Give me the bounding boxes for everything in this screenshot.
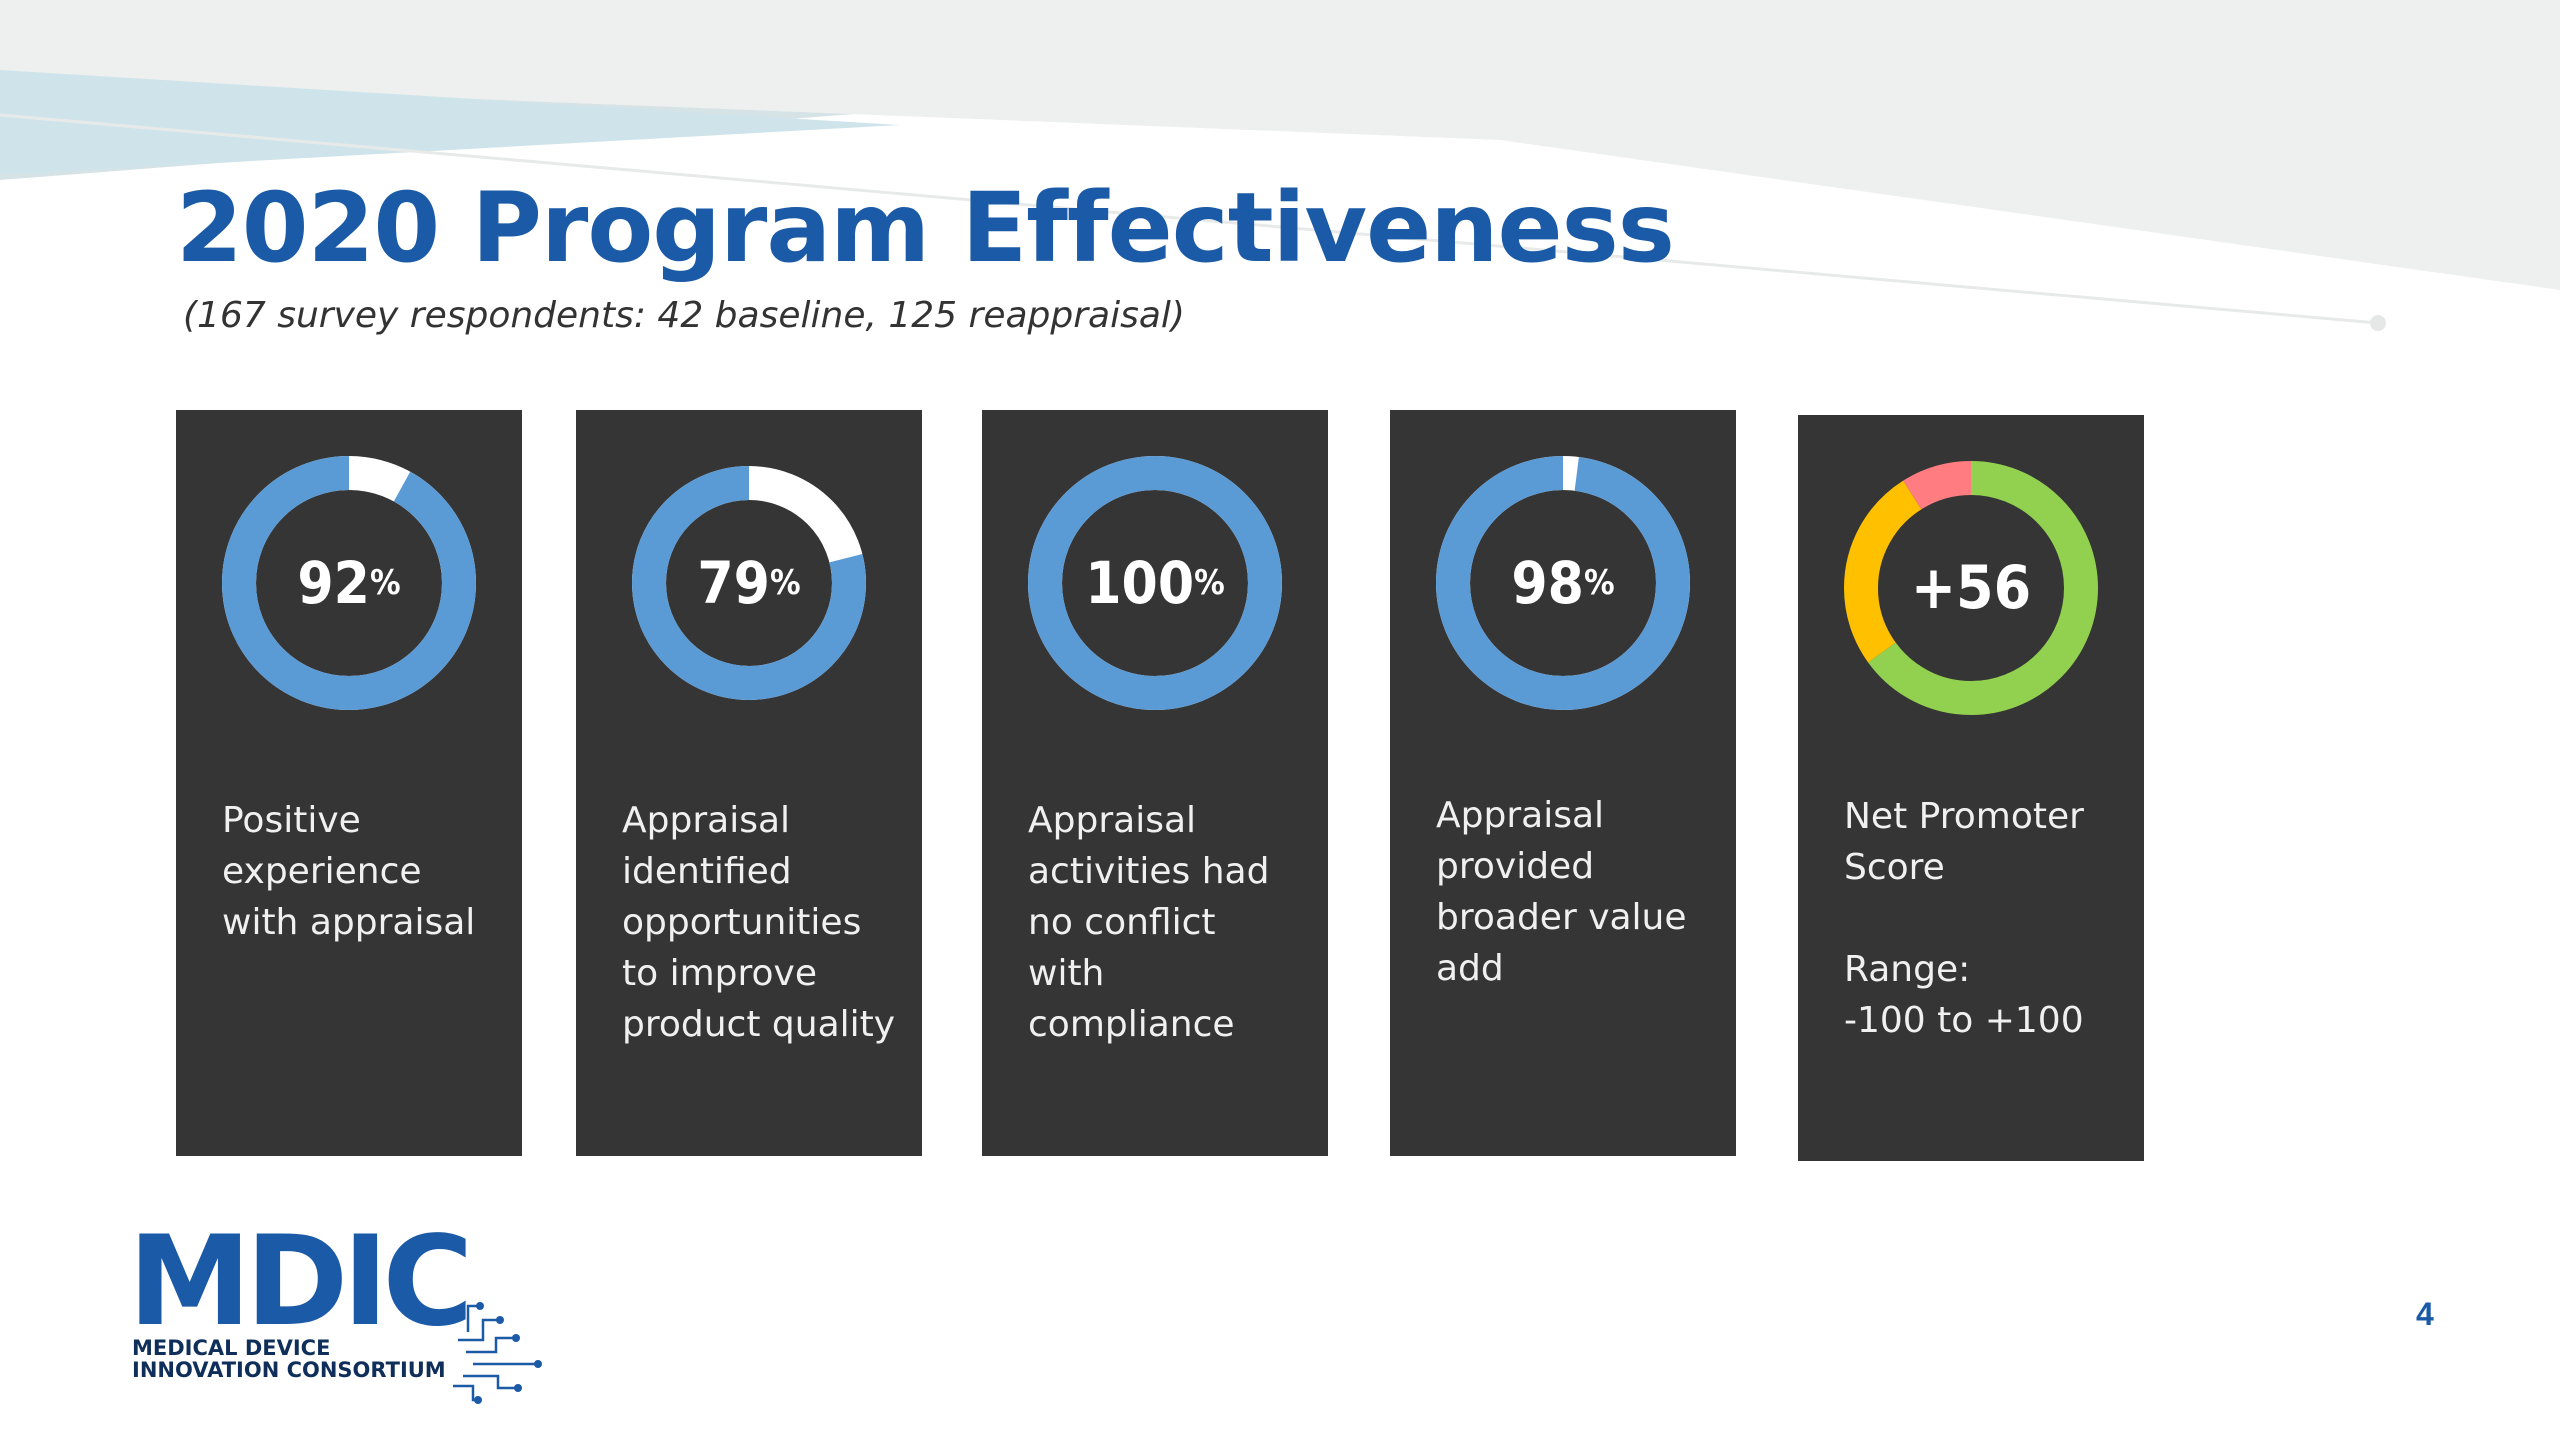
caption-spacer [1844, 893, 2134, 944]
nps-value-text: +56 [1911, 553, 2031, 623]
caption-line: add [1436, 948, 1504, 989]
donut-chart: 98% [1436, 456, 1690, 710]
caption-line: broader value [1436, 897, 1687, 938]
caption-line: experience [222, 851, 422, 892]
page-title: 2020 Program Effectiveness [176, 172, 1675, 284]
caption-line: Positive [222, 800, 361, 841]
donut-fill [1436, 456, 1690, 710]
logo-tagline-line2: INNOVATION CONSORTIUM [132, 1358, 446, 1382]
metric-card-caption: Appraisal provided broader value add [1436, 790, 1726, 994]
logo-tagline-line1: MEDICAL DEVICE [132, 1336, 331, 1360]
caption-line: opportunities [622, 902, 862, 943]
donut-chart: 79% [632, 466, 866, 700]
mdic-logo: MDIC MEDICAL DEVICE INNOVATION CONSORTIU… [128, 1220, 558, 1410]
caption-line: Net Promoter [1844, 796, 2084, 837]
donut-value-text: 92% [297, 549, 400, 617]
metric-card-caption: Net Promoter Score Range: -100 to +100 [1844, 791, 2134, 1046]
caption-line: -100 to +100 [1844, 1000, 2084, 1041]
metric-card-no-conflict: 100% Appraisal activities had no conflic… [982, 410, 1328, 1156]
caption-line: with appraisal [222, 902, 476, 943]
donut-fill [222, 456, 476, 710]
donut-fill [632, 466, 866, 700]
metric-card-improvement-opportunities: 79% Appraisal identified opportunities t… [576, 410, 922, 1156]
caption-line: Score [1844, 847, 1945, 888]
page-number: 4 [2416, 1296, 2434, 1332]
header-decoration [0, 0, 2560, 331]
metric-card-broader-value: 98% Appraisal provided broader value add [1390, 410, 1736, 1156]
donut-chart: 92% [222, 456, 476, 710]
caption-line: Appraisal [1436, 795, 1605, 836]
caption-line: Appraisal [1028, 800, 1197, 841]
metric-card-net-promoter-score: +56 Net Promoter Score Range: -100 to +1… [1798, 415, 2144, 1161]
metric-card-positive-experience: 92% Positive experience with appraisal [176, 410, 522, 1156]
donut-fill [1028, 456, 1282, 710]
donut-value-text: 79% [697, 549, 800, 617]
page-subtitle: (167 survey respondents: 42 baseline, 12… [183, 295, 1185, 336]
caption-line: no conflict [1028, 902, 1216, 943]
logo-wordmark: MDIC [128, 1210, 473, 1354]
donut-value-text: 98% [1511, 549, 1614, 617]
caption-line: activities had [1028, 851, 1270, 892]
nps-donut-chart: +56 [1844, 461, 2098, 715]
nps-detractors-segment [1844, 461, 2098, 715]
caption-line: identified [622, 851, 792, 892]
circuit-graphic [453, 1302, 542, 1404]
caption-line: Range: [1844, 949, 1971, 990]
caption-line: with [1028, 953, 1105, 994]
metric-card-caption: Appraisal activities had no conflict wit… [1028, 795, 1318, 1050]
caption-line: provided [1436, 846, 1595, 887]
donut-value-text: 100% [1085, 549, 1225, 617]
caption-line: Appraisal [622, 800, 791, 841]
metric-card-caption: Positive experience with appraisal [222, 795, 512, 948]
donut-chart: 100% [1028, 456, 1282, 710]
nps-passives-segment [1844, 461, 2098, 715]
caption-line: product quality [622, 1004, 896, 1045]
caption-line: to improve [622, 953, 817, 994]
caption-line: compliance [1028, 1004, 1235, 1045]
metric-card-caption: Appraisal identified opportunities to im… [622, 795, 912, 1050]
